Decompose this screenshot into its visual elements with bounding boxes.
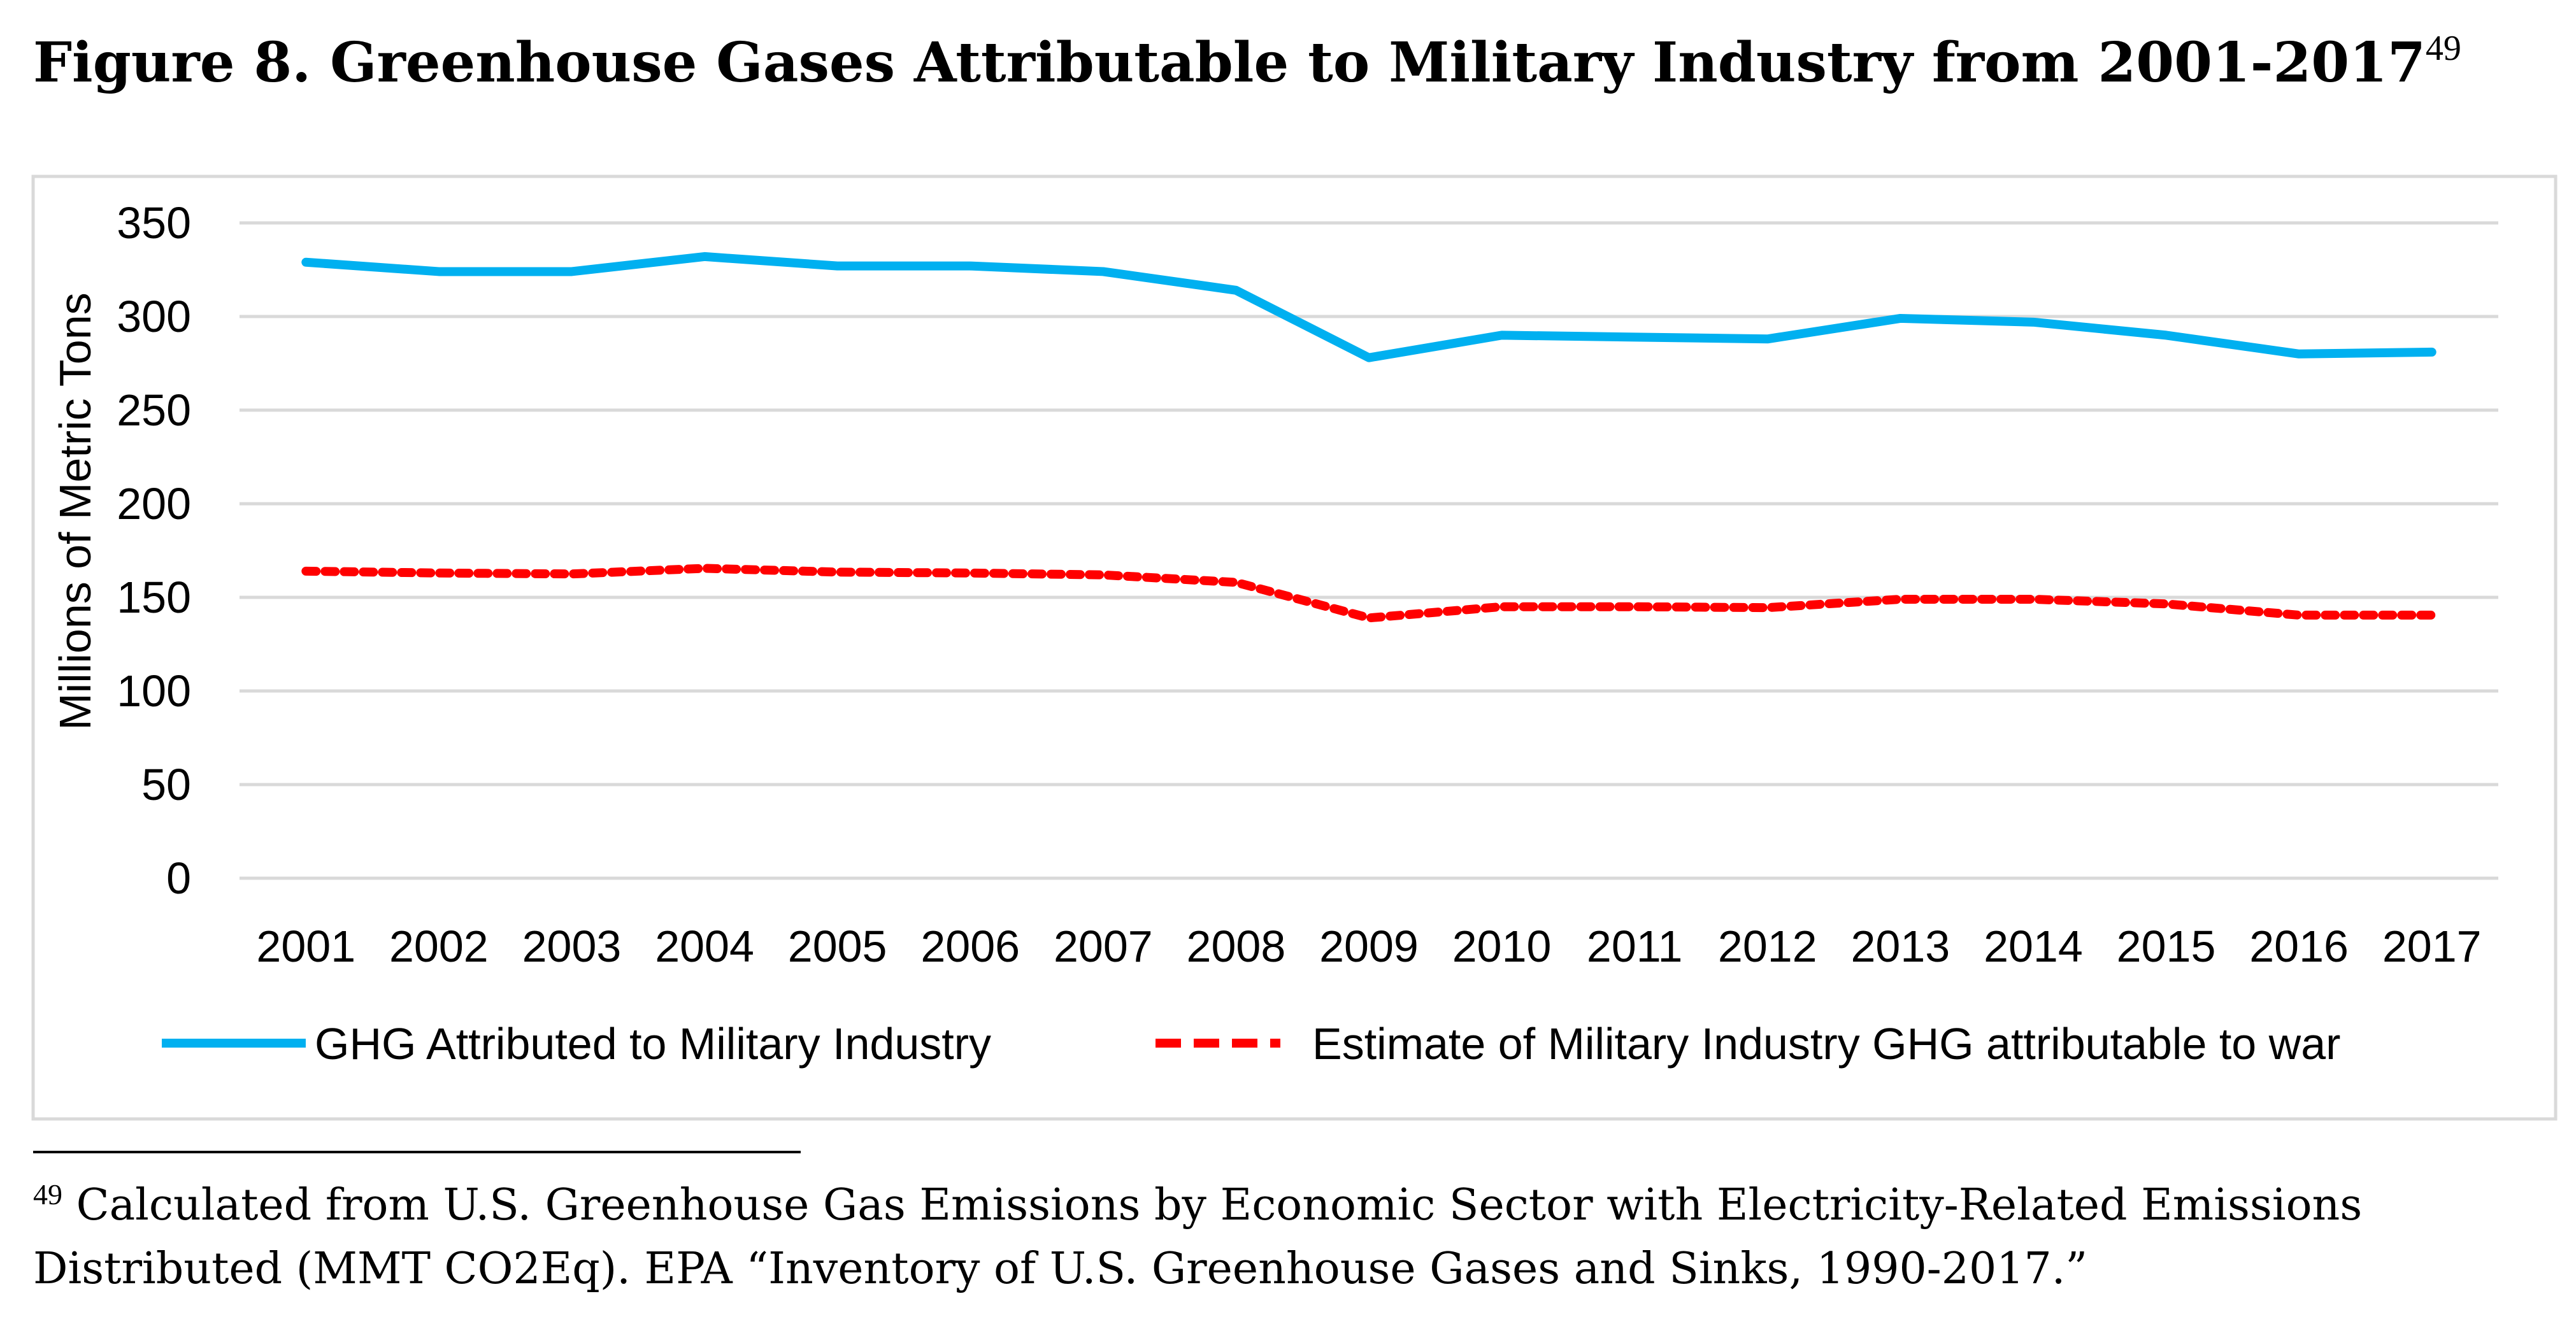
x-tick-label: 2007 [1054,922,1153,971]
x-tick-label: 2016 [2249,922,2349,971]
x-tick-label: 2002 [389,922,489,971]
y-tick-label: 0 [166,853,191,903]
footnote-number: 49 [33,1178,62,1211]
y-tick-label: 350 [117,198,191,248]
x-axis-ticks: 2001 2002 2003 2004 2005 2006 2007 2008 2009 2010… [256,922,2481,971]
x-tick-label: 2006 [920,922,1020,971]
legend-label-war-estimate: Estimate of Military Industry GHG attrib… [1312,1019,2340,1069]
footnote-text-1: Calculated from U.S. Greenhouse Gas Emis… [62,1180,2362,1230]
y-tick-label: 50 [141,760,191,809]
y-tick-label: 200 [117,479,191,529]
x-tick-label: 2009 [1319,922,1419,971]
y-tick-label: 150 [117,573,191,622]
legend: GHG Attributed to Military Industry Esti… [162,1019,2340,1069]
footnote-line-1: 49 Calculated from U.S. Greenhouse Gas E… [33,1178,2362,1230]
x-tick-label: 2015 [2117,922,2216,971]
y-axis-ticks: 0 50 100 150 200 250 300 350 [117,198,191,903]
title-footnote-ref: 49 [2426,29,2461,68]
y-axis-label: Millions of Metric Tons [50,292,100,730]
footnote-line-2: Distributed (MMT CO2Eq). EPA “Inventory … [33,1244,2087,1294]
x-tick-label: 2014 [1984,922,2083,971]
x-tick-label: 2004 [655,922,754,971]
x-tick-label: 2010 [1452,922,1552,971]
x-tick-label: 2008 [1187,922,1286,971]
figure-title-text: Figure 8. Greenhouse Gases Attributable … [33,31,2426,95]
y-tick-label: 300 [117,292,191,341]
x-tick-label: 2017 [2382,922,2482,971]
y-tick-label: 250 [117,385,191,435]
x-tick-label: 2001 [256,922,355,971]
legend-label-military-industry: GHG Attributed to Military Industry [315,1019,991,1069]
series-lines [301,252,2436,623]
x-tick-label: 2005 [788,922,887,971]
x-tick-label: 2013 [1850,922,1950,971]
y-tick-label: 100 [117,666,191,716]
x-tick-label: 2003 [522,922,622,971]
figure-title: Figure 8. Greenhouse Gases Attributable … [33,29,2461,95]
x-tick-label: 2011 [1587,922,1683,971]
gridlines [240,221,2498,880]
x-tick-label: 2012 [1718,922,1817,971]
